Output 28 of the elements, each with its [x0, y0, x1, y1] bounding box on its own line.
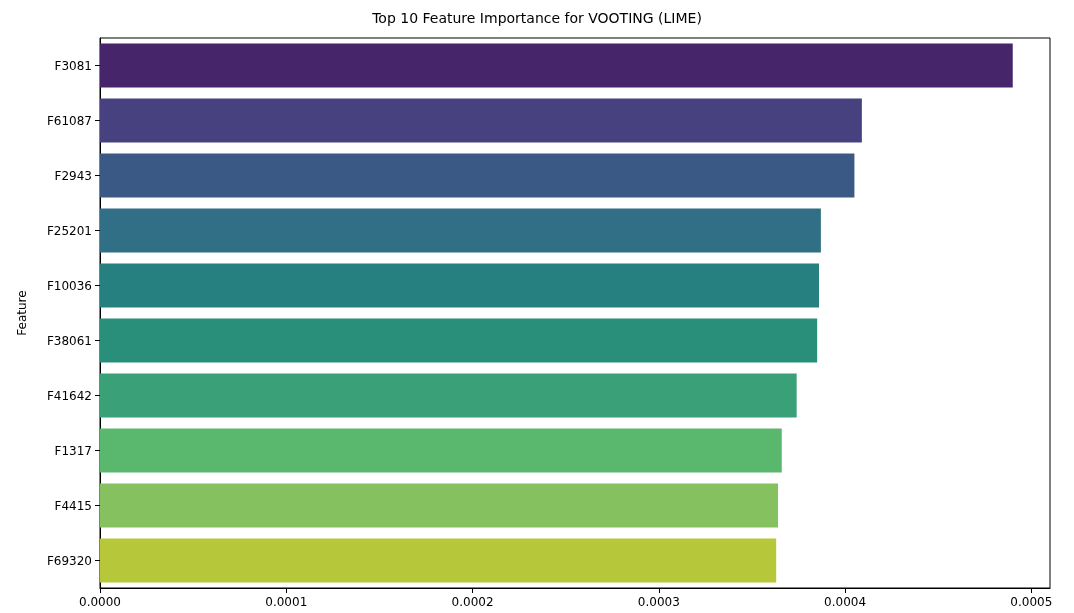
x-tick-label: 0.0001: [265, 595, 308, 609]
chart-title: Top 10 Feature Importance for VOOTING (LIME): [371, 10, 702, 26]
bar: [100, 98, 862, 143]
y-tick-label: F10036: [46, 278, 92, 293]
y-axis-title: Feature: [15, 290, 29, 336]
bar: [100, 43, 1013, 88]
bar: [100, 263, 820, 308]
y-tick-label: F1317: [54, 443, 92, 458]
y-tick-label: F25201: [46, 223, 92, 238]
y-tick-label: F61087: [46, 113, 92, 128]
x-tick-label: 0.0005: [1010, 595, 1053, 609]
y-tick-label: F2943: [54, 168, 92, 183]
y-tick-label: F38061: [46, 333, 92, 348]
bar: [100, 153, 855, 198]
bar: [100, 428, 782, 473]
x-tick-label: 0.0002: [451, 595, 494, 609]
x-tick-label: 0.0003: [637, 595, 680, 609]
x-tick-label: 0.0004: [824, 595, 867, 609]
y-tick-label: F41642: [46, 388, 92, 403]
bar: [100, 318, 818, 363]
bar: [100, 538, 777, 583]
y-tick-label: F4415: [54, 498, 92, 513]
bar: [100, 373, 797, 418]
y-tick-label: F69320: [46, 553, 92, 568]
y-tick-label: F3081: [54, 58, 92, 73]
x-tick-label: 0.0000: [79, 595, 121, 609]
bar: [100, 208, 821, 253]
bar: [100, 483, 779, 528]
